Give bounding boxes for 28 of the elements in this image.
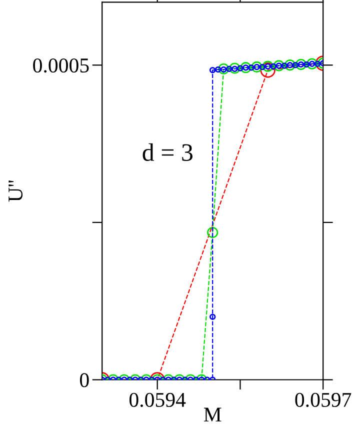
point bbox=[218, 63, 230, 74]
point bbox=[270, 63, 276, 70]
x-axis-title: M bbox=[204, 408, 222, 422]
y-tick-label: 0.0005 bbox=[33, 58, 89, 73]
point bbox=[273, 60, 284, 72]
point bbox=[240, 62, 252, 74]
point bbox=[259, 64, 266, 70]
point bbox=[314, 60, 321, 67]
point bbox=[284, 60, 296, 71]
point bbox=[237, 65, 244, 72]
point bbox=[303, 61, 310, 68]
point bbox=[209, 67, 216, 74]
point bbox=[292, 62, 299, 68]
point bbox=[306, 58, 318, 70]
point bbox=[207, 226, 218, 238]
point bbox=[295, 58, 307, 70]
annotation: d = 3 bbox=[142, 143, 192, 161]
point bbox=[248, 64, 254, 71]
point bbox=[209, 314, 216, 320]
point bbox=[226, 66, 232, 72]
y-axis-title: U'' bbox=[8, 180, 23, 202]
y-tick-label: 0 bbox=[80, 373, 89, 388]
x-tick-label: 0.0594 bbox=[129, 392, 186, 408]
x-tick-label: 0.0597 bbox=[295, 392, 352, 408]
point bbox=[214, 66, 222, 73]
point bbox=[251, 61, 262, 73]
point bbox=[281, 62, 288, 69]
point bbox=[229, 62, 240, 74]
